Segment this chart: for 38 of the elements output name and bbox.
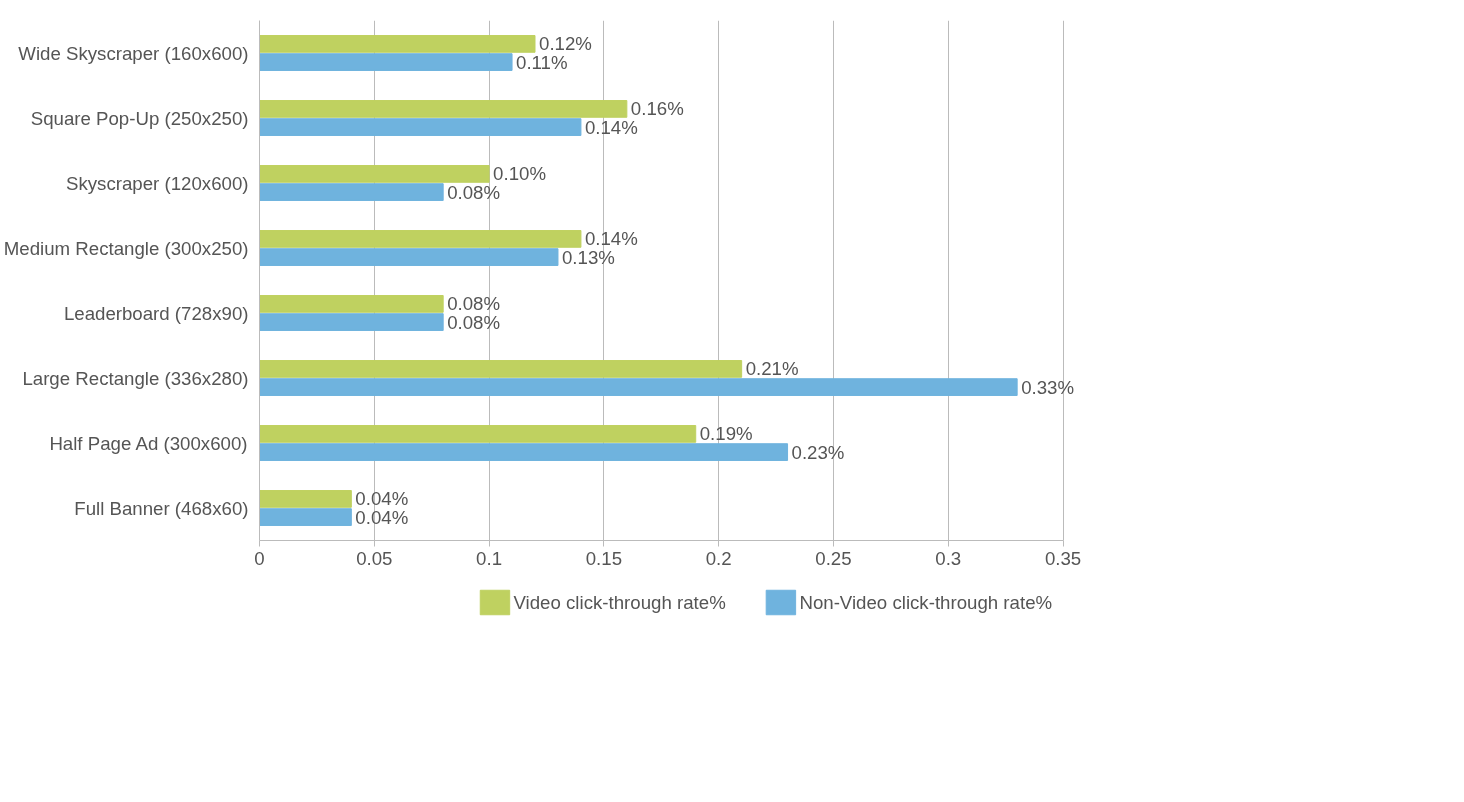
y-tick-label: Full Banner (468x60) xyxy=(74,497,249,519)
bar xyxy=(259,425,697,443)
bar xyxy=(259,165,490,183)
legend-label: Non-Video click-through rate% xyxy=(799,592,1053,613)
x-tick-label: 0.2 xyxy=(705,547,732,569)
bar xyxy=(259,35,536,53)
bar xyxy=(259,53,513,71)
bar xyxy=(259,248,559,266)
y-tick-label: Skyscraper (120x600) xyxy=(66,172,249,194)
bar xyxy=(259,490,352,508)
data-label: 0.19% xyxy=(699,423,753,445)
x-tick-label: 0.25 xyxy=(815,547,852,569)
x-tick-label: 0.35 xyxy=(1044,547,1082,569)
y-tick-label: Square Pop-Up (250x250) xyxy=(30,107,249,129)
y-tick-label: Medium Rectangle (300x250) xyxy=(3,237,249,259)
bar xyxy=(259,508,352,526)
bar xyxy=(259,295,444,313)
bar xyxy=(259,378,1018,396)
x-tick-label: 0.15 xyxy=(585,547,623,569)
y-tick-label: Large Rectangle (336x280) xyxy=(22,367,249,389)
bar xyxy=(259,313,444,331)
bar xyxy=(259,230,582,248)
bar xyxy=(259,183,444,201)
bar xyxy=(259,100,628,118)
x-tick-label: 0 xyxy=(254,547,265,569)
x-tick-label: 0.05 xyxy=(356,547,393,569)
data-label: 0.33% xyxy=(1021,376,1075,398)
x-tick-label: 0.1 xyxy=(476,547,503,569)
y-tick-label: Leaderboard (728x90) xyxy=(63,302,249,324)
data-label: 0.23% xyxy=(791,441,845,463)
bar xyxy=(259,443,789,461)
y-tick-label: Half Page Ad (300x600) xyxy=(49,432,248,454)
bar xyxy=(259,360,743,378)
x-tick-label: 0.3 xyxy=(935,547,962,569)
data-label: 0.21% xyxy=(745,358,799,380)
legend-label: Video click-through rate% xyxy=(513,592,726,613)
bar xyxy=(259,118,582,136)
y-tick-label: Wide Skyscraper (160x600) xyxy=(18,42,249,64)
